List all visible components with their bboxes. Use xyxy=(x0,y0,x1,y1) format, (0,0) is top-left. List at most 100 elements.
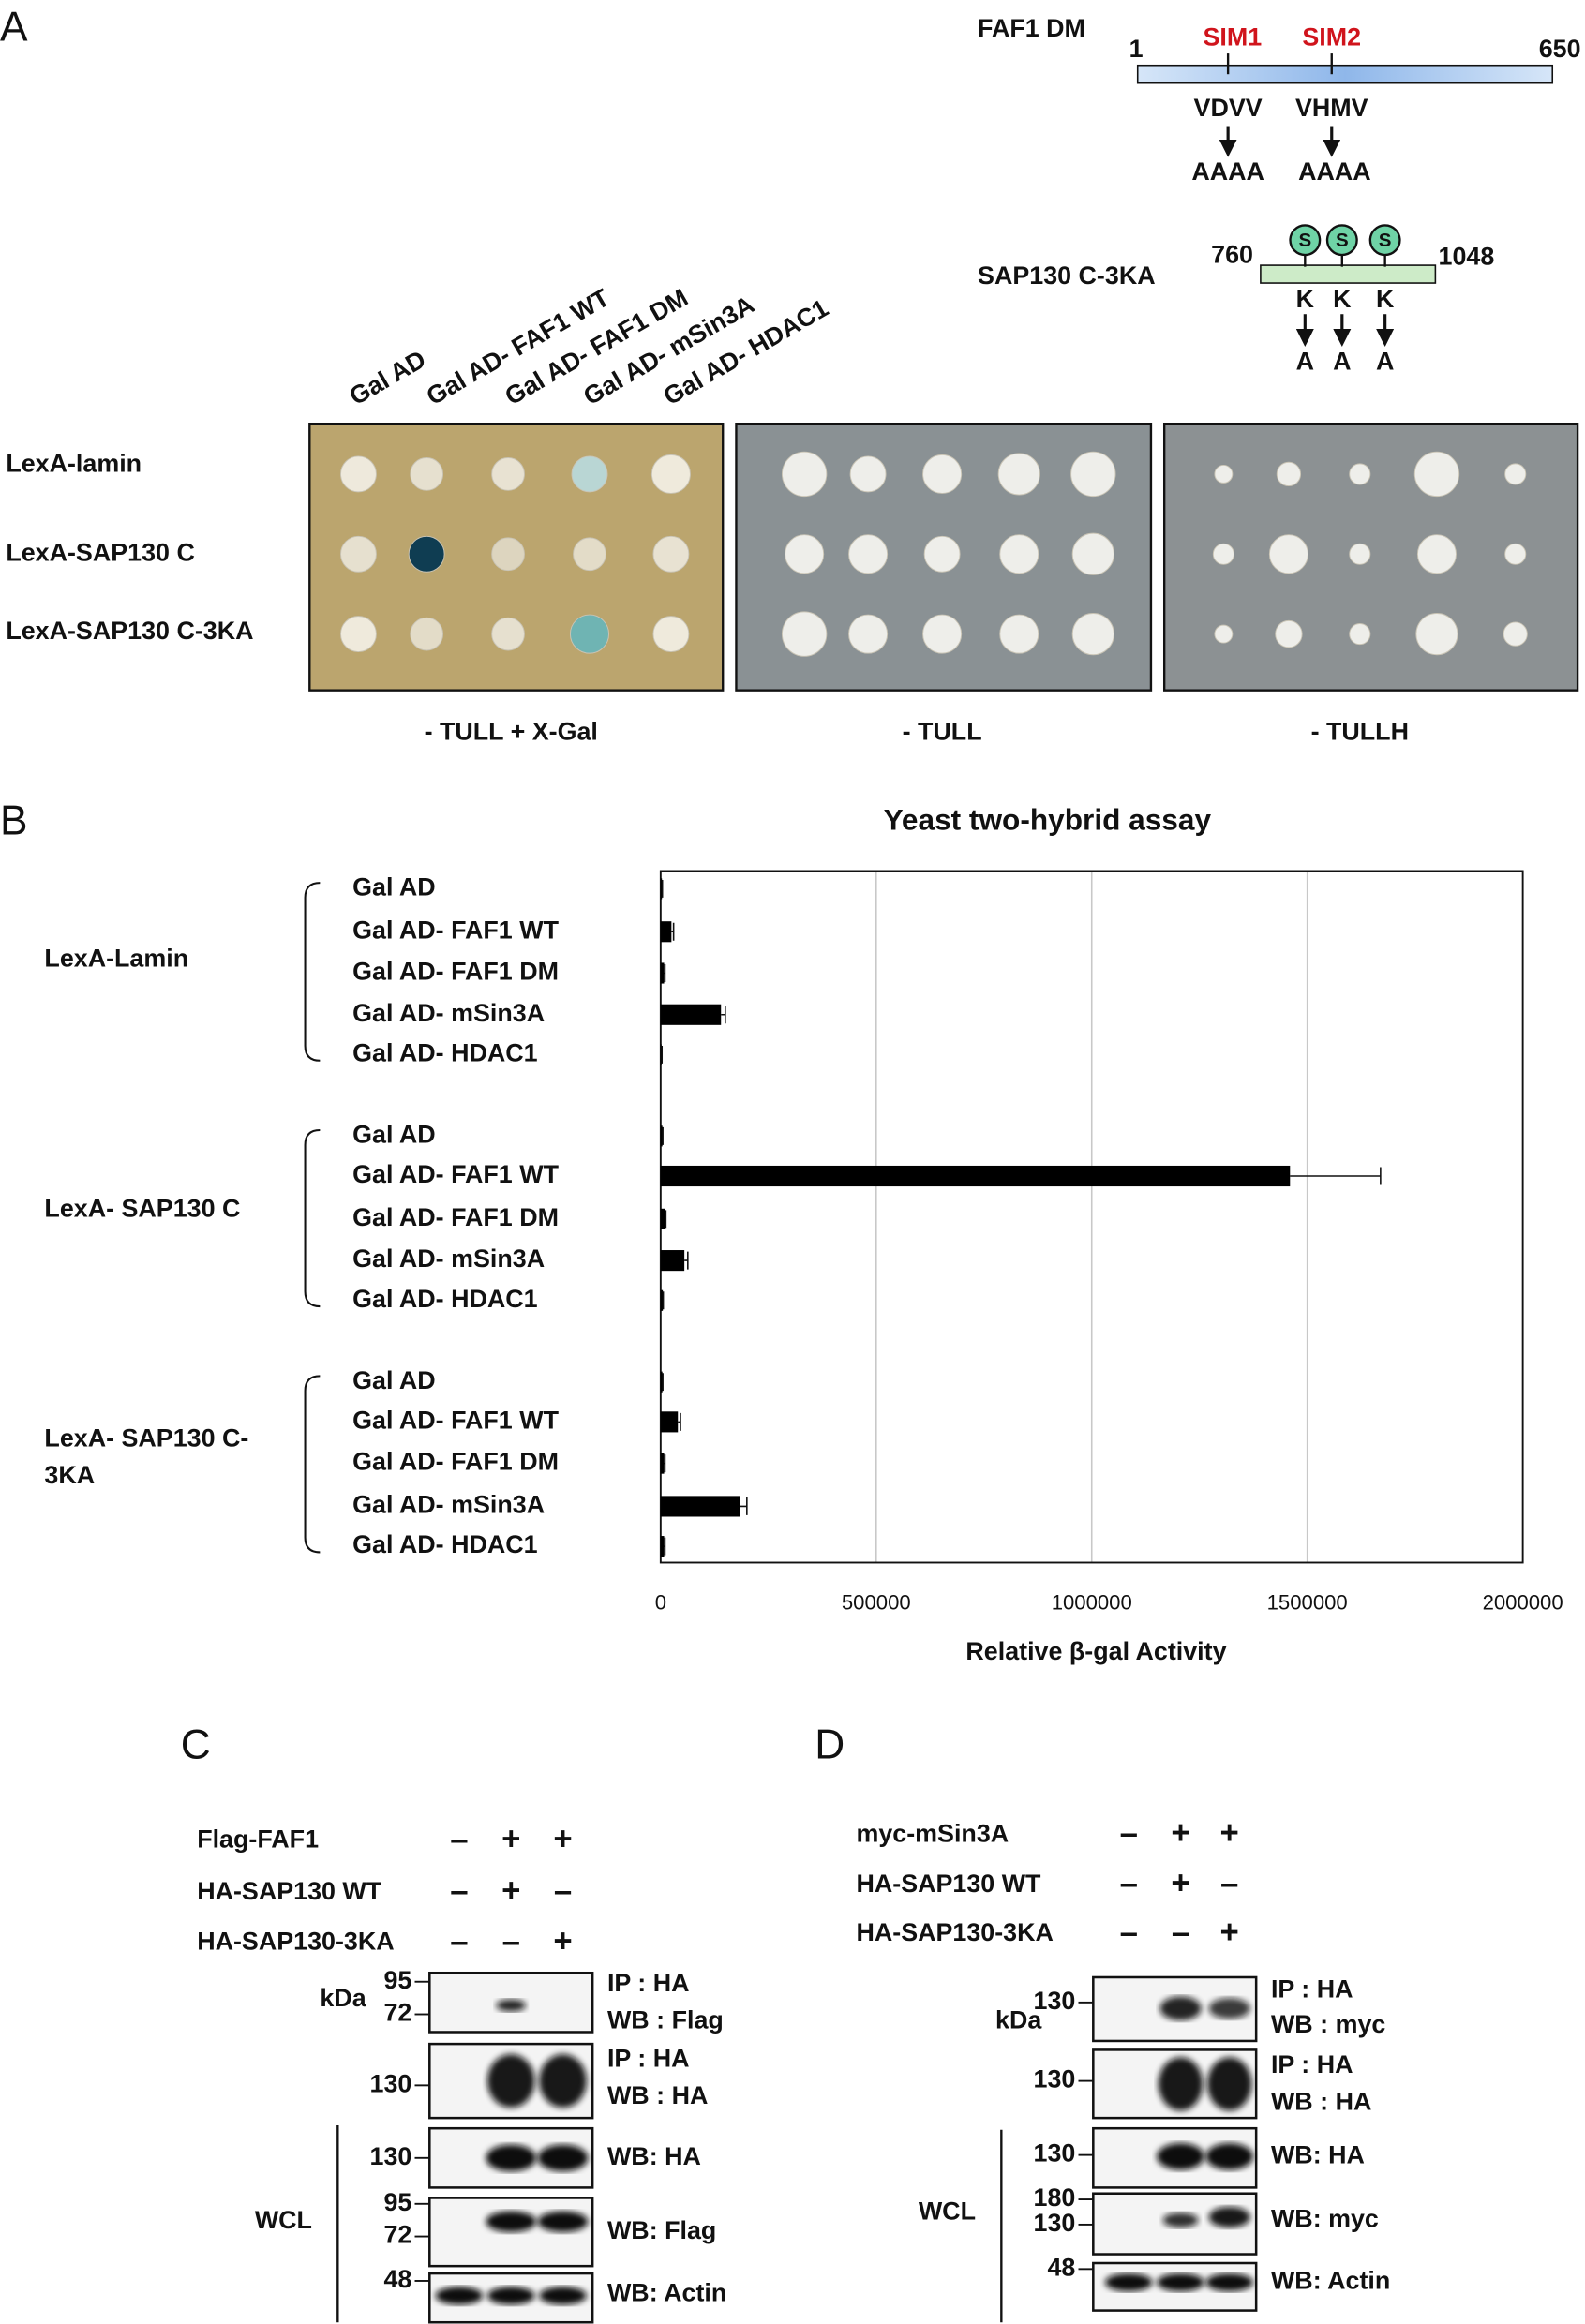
band xyxy=(1208,1998,1250,2019)
colony xyxy=(1349,623,1371,646)
bar xyxy=(660,1208,665,1229)
colony xyxy=(923,535,961,573)
sign: – xyxy=(1120,1815,1138,1851)
error-bar xyxy=(721,1006,726,1024)
x-tick-label: 500000 xyxy=(842,1591,911,1615)
condition-label: Flag-FAF1 xyxy=(197,1825,319,1854)
band xyxy=(1162,2212,1199,2228)
sign: + xyxy=(1171,1815,1189,1851)
marker-label: 95 xyxy=(383,1966,411,1994)
colony xyxy=(848,534,889,574)
colony xyxy=(410,457,444,491)
residue-start: 1 xyxy=(1129,35,1144,63)
band xyxy=(486,2287,535,2305)
sign: + xyxy=(1171,1866,1189,1901)
band xyxy=(1205,2142,1253,2170)
condition-label: HA-SAP130 WT xyxy=(856,1870,1041,1898)
colony xyxy=(1415,612,1458,656)
panel-label: A xyxy=(0,4,28,50)
row-label: LexA-lamin xyxy=(6,450,142,478)
x-axis-label: Relative β-gal Activity xyxy=(965,1637,1226,1665)
colony xyxy=(1214,464,1234,484)
error-bar xyxy=(671,922,675,941)
y-tick-label: Gal AD- HDAC1 xyxy=(352,1039,538,1067)
sign: + xyxy=(1220,1914,1239,1950)
y-tick-label: Gal AD- FAF1 WT xyxy=(352,916,559,944)
site-seq: VHMV xyxy=(1295,94,1368,122)
site-mut: AAAA xyxy=(1298,157,1371,186)
band xyxy=(1158,2057,1204,2111)
band xyxy=(486,2054,535,2108)
colony xyxy=(491,537,525,572)
sign: – xyxy=(450,1873,468,1909)
error-bar xyxy=(1290,1167,1382,1185)
y-tick-label: Gal AD- FAF1 DM xyxy=(352,1448,559,1476)
x-tick-label: 1000000 xyxy=(1052,1591,1132,1615)
y-tick-label: Gal AD- HDAC1 xyxy=(352,1285,538,1313)
bar xyxy=(660,921,672,943)
colony xyxy=(491,457,525,491)
colony xyxy=(571,455,608,493)
marker-label: 72 xyxy=(383,2221,411,2249)
y-tick-label: Gal AD xyxy=(352,873,436,901)
band xyxy=(537,2211,589,2232)
blot-label: IP : HA xyxy=(607,2045,690,2073)
colony xyxy=(410,617,444,651)
construct-name: SAP130 C-3KA xyxy=(978,261,1156,290)
colony xyxy=(781,451,828,498)
bar xyxy=(660,1371,663,1393)
colony xyxy=(652,616,690,653)
blot-label: WB: HA xyxy=(1271,2140,1365,2168)
colony xyxy=(408,535,445,573)
group-bracket xyxy=(304,1375,321,1554)
band xyxy=(1157,2273,1204,2292)
x-tick-label: 0 xyxy=(655,1591,666,1615)
marker-label: 130 xyxy=(1034,1987,1076,2015)
colony xyxy=(1349,543,1371,565)
marker-label: 130 xyxy=(370,2142,412,2170)
row-label: LexA-SAP130 C-3KA xyxy=(6,617,253,645)
group-label: LexA-Lamin xyxy=(44,944,188,972)
colony xyxy=(1070,451,1116,498)
plate-label: - TULL + X-Gal xyxy=(425,718,598,746)
y-tick-label: Gal AD- FAF1 DM xyxy=(352,958,559,986)
colony xyxy=(1275,619,1303,648)
y-tick-label: Gal AD- mSin3A xyxy=(352,1244,545,1273)
error-bar xyxy=(684,1251,689,1270)
sign: – xyxy=(1172,1914,1189,1950)
y-tick-label: Gal AD- HDAC1 xyxy=(352,1530,538,1558)
colony xyxy=(1349,463,1371,485)
site-name: SIM1 xyxy=(1204,22,1263,51)
residue-end: 1048 xyxy=(1439,242,1495,270)
sign: + xyxy=(501,1822,520,1857)
colony xyxy=(569,614,610,654)
blot-label: WB: Actin xyxy=(607,2278,726,2306)
colonies xyxy=(340,451,1528,657)
sumo-circle xyxy=(1325,224,1358,257)
colony xyxy=(650,454,691,494)
bar xyxy=(660,1004,722,1025)
colony xyxy=(1503,621,1528,647)
site-mut: AAAA xyxy=(1191,157,1264,186)
blot-label: IP : HA xyxy=(607,1969,690,1997)
residue-start: 760 xyxy=(1211,241,1253,269)
colony xyxy=(848,614,889,654)
colony xyxy=(573,537,606,572)
blot-label: WB : HA xyxy=(607,2081,708,2109)
colony xyxy=(1276,461,1302,487)
sign: – xyxy=(554,1873,572,1909)
y-tick-label: Gal AD xyxy=(352,1120,436,1148)
group-label: LexA- SAP130 C xyxy=(44,1194,240,1222)
condition-label: myc-mSin3A xyxy=(856,1819,1009,1847)
residue-end: 650 xyxy=(1539,35,1581,63)
sign: – xyxy=(450,1822,468,1857)
colony xyxy=(1504,543,1527,565)
mut-from: K xyxy=(1296,285,1315,313)
marker-label: 180 xyxy=(1034,2183,1076,2212)
sign: – xyxy=(502,1924,520,1959)
x-tick-label: 1500000 xyxy=(1267,1591,1348,1615)
blot-label: WB: myc xyxy=(1271,2204,1379,2232)
marker-label: 72 xyxy=(383,1999,411,2027)
